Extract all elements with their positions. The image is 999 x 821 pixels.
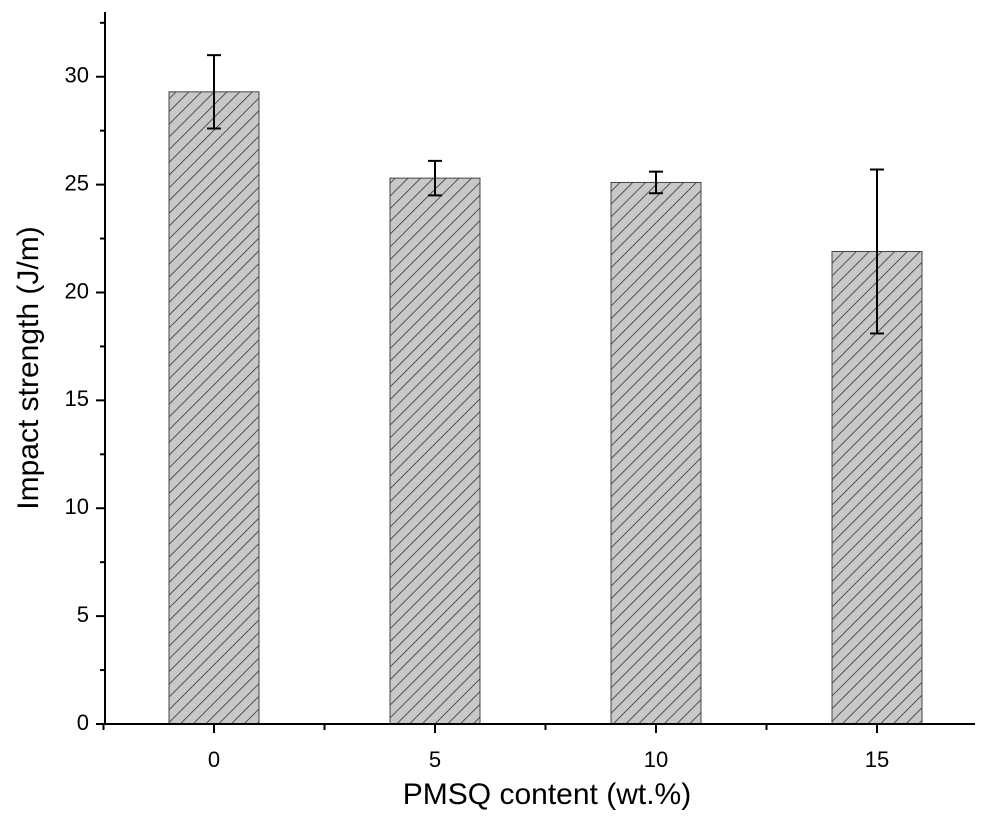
- x-tick-label: 5: [429, 747, 441, 772]
- x-tick-label: 10: [644, 747, 668, 772]
- y-tick-label: 0: [77, 710, 89, 735]
- y-tick-label: 10: [65, 494, 89, 519]
- y-tick-label: 30: [65, 63, 89, 88]
- bar: [168, 91, 260, 725]
- x-tick-label: 0: [208, 747, 220, 772]
- x-axis-title: PMSQ content (wt.%): [403, 778, 691, 811]
- y-tick-label: 5: [77, 602, 89, 627]
- y-tick-label: 20: [65, 278, 89, 303]
- y-tick-label: 25: [65, 170, 89, 195]
- bar: [389, 177, 481, 725]
- y-tick-label: 15: [65, 386, 89, 411]
- bar: [610, 181, 702, 725]
- y-axis-title: Impact strength (J/m): [12, 226, 45, 509]
- x-tick-label: 15: [865, 747, 889, 772]
